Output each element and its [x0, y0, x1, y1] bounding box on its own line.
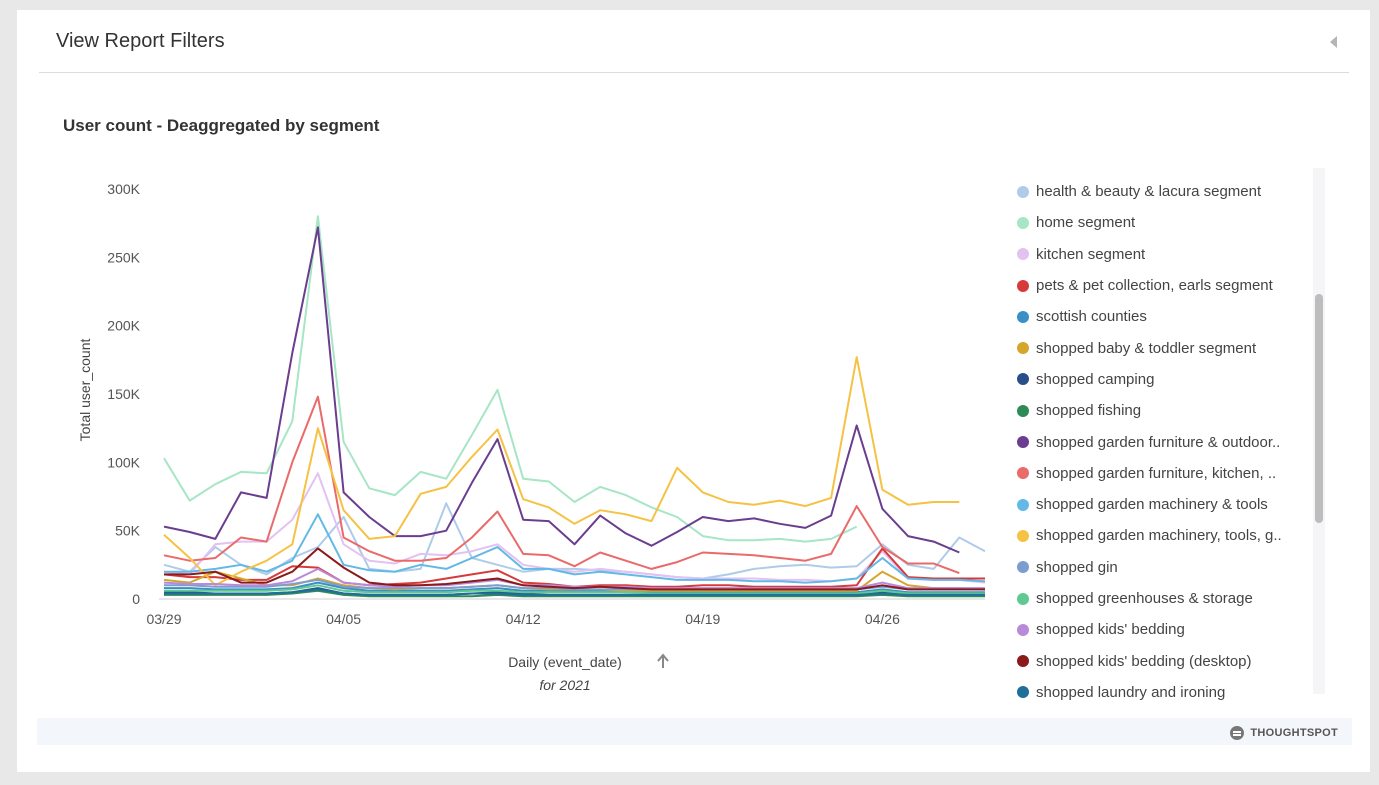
thoughtspot-icon [1230, 726, 1245, 740]
y-tick-label: 50K [115, 523, 141, 539]
legend-label: home segment [1036, 214, 1136, 232]
legend-color-dot [1017, 467, 1029, 480]
y-tick-label: 100K [107, 454, 140, 470]
legend-color-dot [1017, 185, 1029, 198]
legend-color-dot [1017, 279, 1029, 292]
legend-color-dot [1017, 404, 1029, 417]
y-tick-label: 200K [107, 318, 140, 334]
y-axis-label: Total user_count [77, 339, 93, 442]
legend-label: shopped camping [1036, 370, 1155, 388]
legend-item[interactable]: health & beauty & lacura segment [1017, 176, 1317, 207]
legend-item[interactable]: shopped baby & toddler segment [1017, 332, 1317, 363]
x-tick-label: 04/05 [326, 611, 361, 627]
legend-label: shopped garden furniture, kitchen, .. [1036, 464, 1277, 482]
y-tick-label: 250K [107, 249, 140, 265]
x-tick-label: 04/26 [865, 611, 900, 627]
sort-arrow-icon[interactable] [657, 653, 669, 668]
series-line [163, 226, 960, 554]
y-tick-label: 0 [132, 591, 140, 607]
page-title: View Report Filters [56, 30, 225, 52]
legend-label: scottish counties [1036, 308, 1147, 326]
series-line [164, 589, 985, 598]
series-line [163, 215, 858, 543]
series-line [163, 356, 960, 587]
legend-label: health & beauty & lacura segment [1036, 183, 1262, 201]
x-tick-label: 04/19 [685, 611, 720, 627]
report-card: View Report Filters User count - Deaggre… [17, 10, 1370, 772]
legend-color-dot [1017, 561, 1029, 574]
legend-label: shopped laundry and ironing [1036, 683, 1226, 701]
legend-color-dot [1017, 216, 1029, 229]
y-tick-label: 150K [107, 386, 140, 402]
legend-color-dot [1017, 342, 1029, 355]
legend-color-dot [1017, 686, 1029, 699]
legend-item[interactable]: kitchen segment [1017, 239, 1317, 270]
collapse-left-icon[interactable] [1330, 36, 1337, 48]
legend-item[interactable]: shopped garden furniture & outdoor.. [1017, 426, 1317, 457]
series-line [163, 547, 985, 588]
legend-label: shopped garden machinery & tools [1036, 496, 1268, 514]
legend-color-dot [1017, 623, 1029, 636]
legend-label: kitchen segment [1036, 245, 1146, 263]
y-tick-label: 300K [107, 181, 140, 197]
x-axis-sublabel: for 2021 [539, 677, 590, 693]
legend-color-dot [1017, 655, 1029, 668]
brand-name: THOUGHTSPOT [1250, 727, 1338, 739]
footer-band [37, 718, 1352, 745]
legend-item[interactable]: home segment [1017, 207, 1317, 238]
legend-label: shopped kids' bedding (desktop) [1036, 652, 1252, 670]
series-line [163, 395, 960, 574]
legend-item[interactable]: shopped laundry and ironing [1017, 677, 1317, 704]
legend-item[interactable]: shopped fishing [1017, 395, 1317, 426]
brand-logo: THOUGHTSPOT [1230, 726, 1338, 740]
legend-color-dot [1017, 310, 1029, 323]
series-line [163, 502, 986, 580]
legend-item[interactable]: scottish counties [1017, 301, 1317, 332]
series-line [164, 581, 985, 594]
legend-color-dot [1017, 248, 1029, 261]
legend-item[interactable]: shopped gin [1017, 552, 1317, 583]
series-line [164, 588, 985, 596]
series-line [164, 584, 985, 595]
legend-item[interactable]: shopped kids' bedding [1017, 614, 1317, 645]
legend-scrollbar-thumb[interactable] [1315, 294, 1323, 523]
legend-label: shopped baby & toddler segment [1036, 339, 1257, 357]
legend-color-dot [1017, 436, 1029, 449]
legend-item[interactable]: shopped garden furniture, kitchen, .. [1017, 458, 1317, 489]
chart-legend: health & beauty & lacura segment home seg… [1017, 176, 1317, 704]
legend-item[interactable]: shopped camping [1017, 364, 1317, 395]
legend-color-dot [1017, 529, 1029, 542]
series-line [163, 567, 985, 590]
legend-label: shopped garden furniture & outdoor.. [1036, 433, 1281, 451]
legend-item[interactable]: shopped garden machinery, tools, g.. [1017, 520, 1317, 551]
legend-label: shopped garden machinery, tools, g.. [1036, 527, 1282, 545]
legend-label: shopped gin [1036, 558, 1118, 576]
legend-label: pets & pet collection, earls segment [1036, 277, 1273, 295]
line-chart: 0 50K 100K 150K 200K 250K 300K 03/29 04/05 04/12 0… [77, 181, 986, 693]
x-tick-label: 04/12 [506, 611, 541, 627]
report-filters-header[interactable]: View Report Filters [39, 10, 1349, 73]
legend-color-dot [1017, 592, 1029, 605]
series-line [164, 513, 986, 584]
legend-label: shopped kids' bedding [1036, 621, 1185, 639]
chart-title: User count - Deaggregated by segment [63, 116, 380, 135]
series-line [164, 547, 985, 591]
legend-item[interactable]: shopped greenhouses & storage [1017, 583, 1317, 614]
legend-item[interactable]: shopped garden machinery & tools [1017, 489, 1317, 520]
legend-label: shopped greenhouses & storage [1036, 590, 1253, 607]
legend-item[interactable]: pets & pet collection, earls segment [1017, 270, 1317, 301]
legend-label: shopped fishing [1036, 402, 1142, 420]
legend-item[interactable]: shopped kids' bedding (desktop) [1017, 645, 1317, 676]
legend-scrollbar[interactable] [1313, 168, 1325, 694]
x-axis-label: Daily (event_date) [508, 654, 622, 670]
x-tick-label: 03/29 [146, 611, 181, 627]
legend-color-dot [1017, 373, 1029, 386]
legend-color-dot [1017, 498, 1029, 511]
